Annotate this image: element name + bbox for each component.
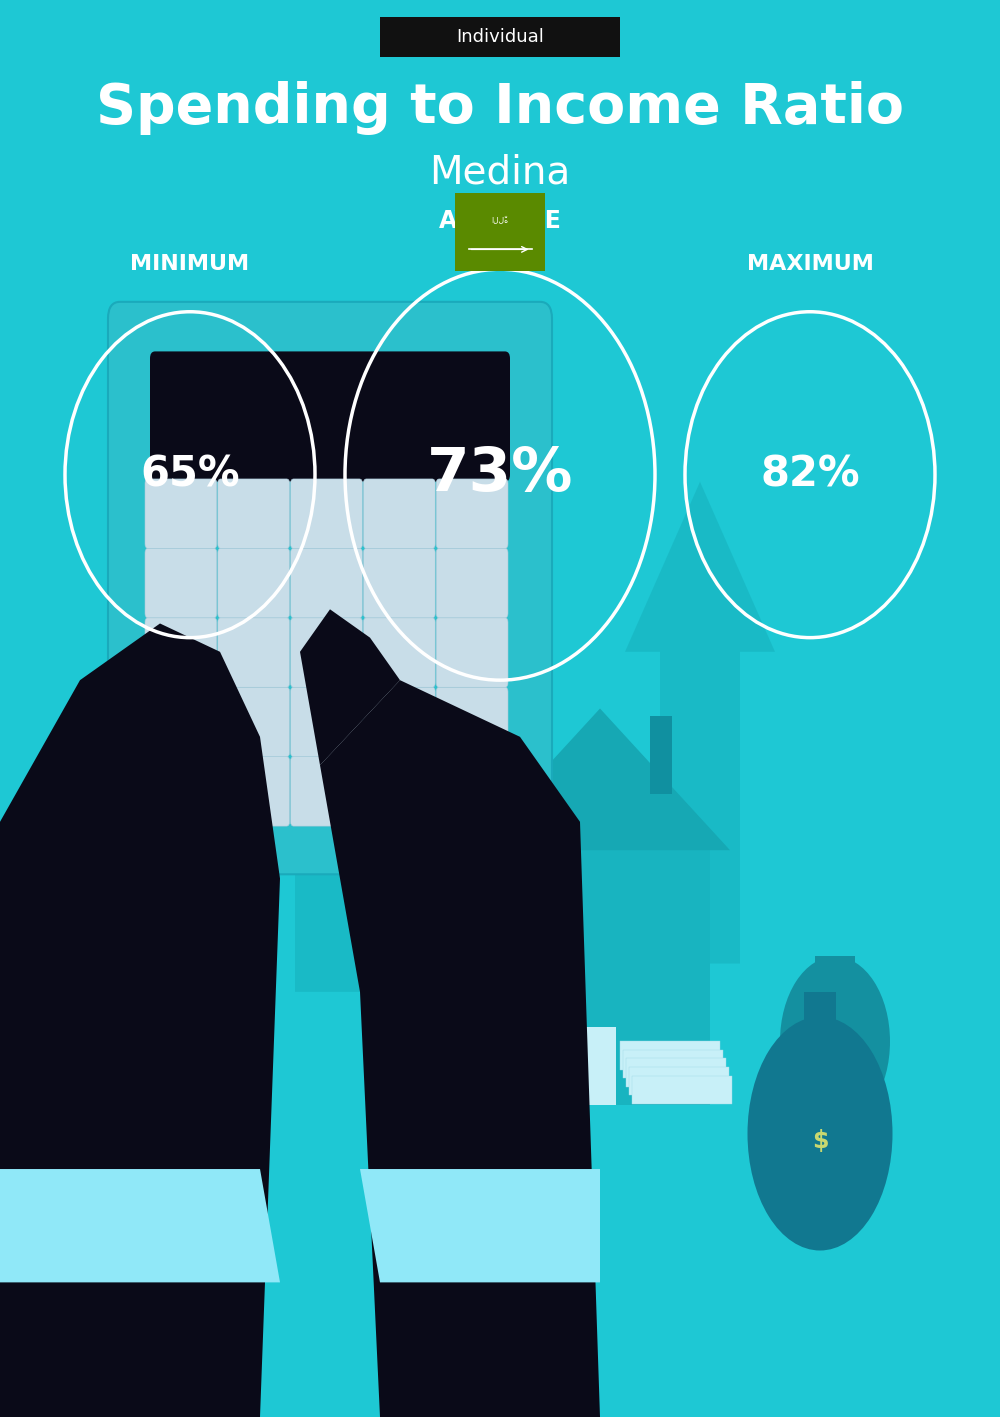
FancyBboxPatch shape <box>380 17 620 57</box>
Bar <box>629 1067 729 1095</box>
FancyBboxPatch shape <box>145 618 217 687</box>
FancyBboxPatch shape <box>436 687 508 757</box>
Text: Medina: Medina <box>429 154 571 191</box>
Ellipse shape <box>748 1017 893 1250</box>
Polygon shape <box>0 1169 280 1282</box>
Text: $: $ <box>830 1034 840 1049</box>
Text: Spending to Income Ratio: Spending to Income Ratio <box>96 81 904 135</box>
Text: 65%: 65% <box>140 453 240 496</box>
FancyBboxPatch shape <box>218 618 290 687</box>
Polygon shape <box>625 482 775 964</box>
Bar <box>650 716 672 794</box>
FancyBboxPatch shape <box>363 757 435 826</box>
FancyBboxPatch shape <box>291 757 362 826</box>
Polygon shape <box>320 680 600 1417</box>
Ellipse shape <box>780 956 890 1127</box>
Text: $: $ <box>812 1129 828 1152</box>
Polygon shape <box>360 1169 600 1282</box>
FancyBboxPatch shape <box>363 687 435 757</box>
FancyBboxPatch shape <box>218 687 290 757</box>
Bar <box>584 1027 616 1105</box>
FancyBboxPatch shape <box>145 687 217 757</box>
FancyBboxPatch shape <box>291 687 362 757</box>
Text: 82%: 82% <box>760 453 860 496</box>
FancyBboxPatch shape <box>145 479 217 548</box>
Text: 73%: 73% <box>427 445 573 504</box>
FancyBboxPatch shape <box>291 548 362 618</box>
Polygon shape <box>470 708 730 850</box>
Text: Individual: Individual <box>456 28 544 45</box>
FancyBboxPatch shape <box>291 618 362 687</box>
FancyBboxPatch shape <box>436 548 508 618</box>
FancyBboxPatch shape <box>436 757 508 826</box>
FancyBboxPatch shape <box>145 548 217 618</box>
FancyBboxPatch shape <box>108 302 552 874</box>
Text: MAXIMUM: MAXIMUM <box>747 254 873 273</box>
Text: MINIMUM: MINIMUM <box>130 254 250 273</box>
FancyBboxPatch shape <box>455 193 545 271</box>
Bar <box>490 850 710 1105</box>
Text: AVERAGE: AVERAGE <box>439 210 561 232</box>
FancyBboxPatch shape <box>218 548 290 618</box>
FancyBboxPatch shape <box>291 479 362 548</box>
FancyBboxPatch shape <box>436 479 508 548</box>
FancyBboxPatch shape <box>363 548 435 618</box>
Bar <box>626 1058 726 1087</box>
FancyBboxPatch shape <box>218 479 290 548</box>
Bar <box>632 1076 732 1104</box>
Polygon shape <box>300 609 400 765</box>
Polygon shape <box>0 623 280 1417</box>
Text: اللّٰه: اللّٰه <box>491 217 509 225</box>
FancyBboxPatch shape <box>145 757 217 826</box>
FancyBboxPatch shape <box>218 757 290 826</box>
FancyBboxPatch shape <box>363 618 435 687</box>
Bar <box>815 956 855 992</box>
Bar <box>804 992 836 1023</box>
FancyBboxPatch shape <box>363 479 435 548</box>
Polygon shape <box>265 595 395 992</box>
FancyBboxPatch shape <box>150 351 510 482</box>
Bar <box>620 1041 720 1070</box>
Bar <box>623 1050 723 1078</box>
FancyBboxPatch shape <box>436 618 508 687</box>
